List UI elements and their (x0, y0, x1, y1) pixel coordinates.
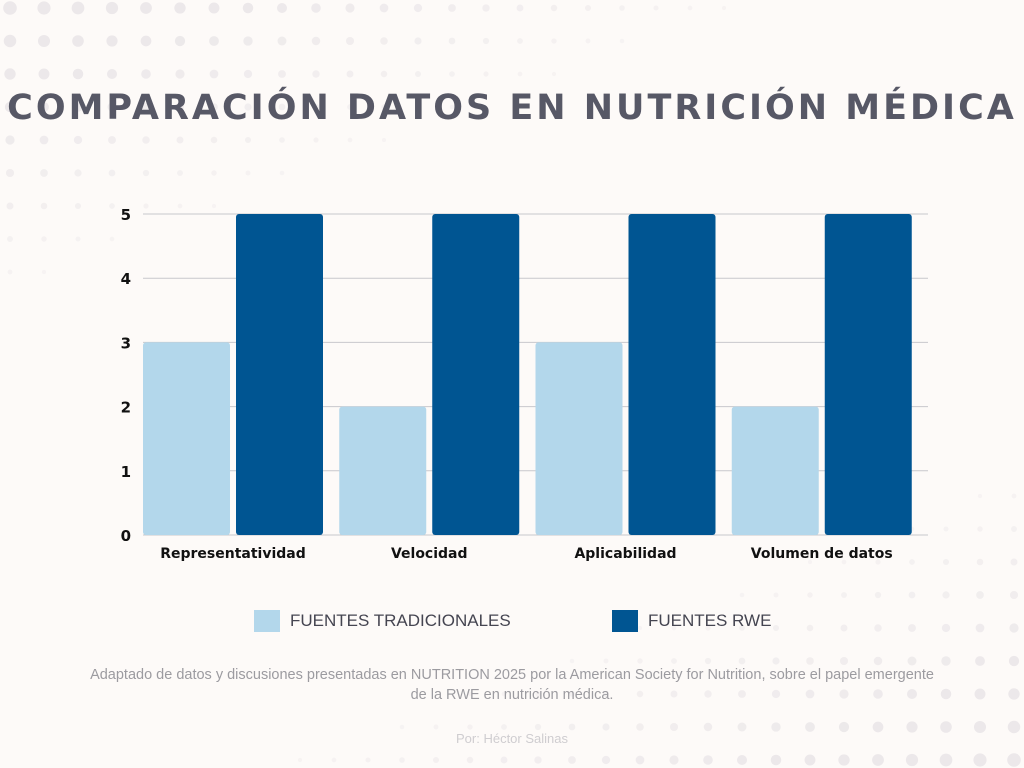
bar-rwe-3 (628, 214, 716, 535)
bar-tradicionales-3 (535, 342, 623, 535)
bar-tradicionales-1 (143, 342, 230, 535)
y-tick-label: 0 (121, 527, 131, 545)
bar-tradicionales-2 (339, 406, 427, 535)
source-note: Adaptado de datos y discusiones presenta… (90, 667, 934, 703)
legend-swatch-rwe (612, 610, 638, 632)
chart-title: COMPARACIÓN DATOS EN NUTRICIÓN MÉDICA (7, 88, 1017, 128)
legend-label-tradicionales: FUENTES TRADICIONALES (290, 611, 511, 630)
x-tick-label: Aplicabilidad (574, 546, 676, 562)
bar-tradicionales-4 (731, 406, 819, 535)
bar-rwe-2 (432, 214, 520, 535)
legend-item-tradicionales: FUENTES TRADICIONALES (254, 609, 511, 633)
author-credit: Por: Héctor Salinas (456, 731, 568, 746)
y-tick-label: 4 (121, 270, 131, 288)
legend-label-rwe: FUENTES RWE (648, 611, 772, 630)
x-tick-label: Velocidad (391, 546, 468, 562)
y-tick-label: 5 (121, 206, 131, 224)
bar-rwe-1 (236, 214, 323, 535)
legend-item-rwe: FUENTES RWE (612, 609, 771, 633)
y-tick-label: 2 (121, 399, 131, 417)
x-tick-label: Representatividad (160, 546, 306, 562)
y-tick-label: 1 (121, 463, 131, 481)
bar-rwe-4 (824, 214, 912, 535)
bar-chart: 0 1 2 3 4 5 Representatividad Velocidad Aplicabi… (121, 206, 928, 562)
y-tick-label: 3 (121, 334, 131, 352)
x-tick-label: Volumen de datos (751, 546, 893, 562)
legend-swatch-tradicionales (254, 610, 280, 632)
